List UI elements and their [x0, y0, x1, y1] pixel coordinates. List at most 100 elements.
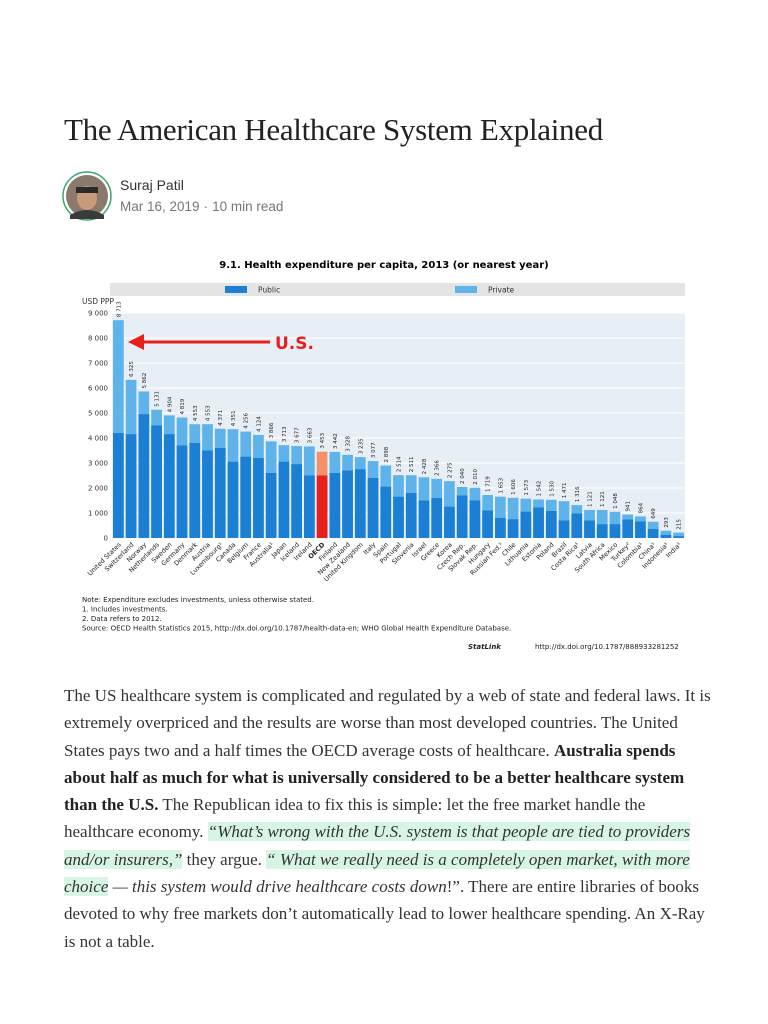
author-avatar[interactable] — [62, 171, 112, 221]
chart-note: 2. Data refers to 2012. — [82, 615, 162, 623]
bar-total — [660, 530, 672, 538]
bar-public — [469, 500, 481, 538]
bar-total — [596, 509, 608, 538]
bar-public — [202, 450, 213, 538]
value-label: 1 121 — [588, 491, 594, 507]
bar-total — [113, 320, 124, 538]
bar-public — [278, 461, 290, 538]
bar-public — [113, 433, 124, 538]
bar-public — [596, 524, 608, 538]
value-label: 1 542 — [537, 481, 543, 497]
value-label: 293 — [664, 517, 670, 528]
value-label: 4 819 — [180, 398, 186, 414]
text-run: they argue. — [182, 849, 267, 869]
value-label: 2 366 — [435, 460, 441, 476]
value-label: 8 713 — [116, 301, 122, 317]
bar-public — [647, 529, 659, 538]
bar-public — [571, 513, 583, 538]
bar-public — [622, 519, 634, 538]
bar-public — [533, 507, 544, 538]
post-date: Mar 16, 2019 — [120, 199, 200, 214]
text-run: — this system would drive healthcare cos… — [108, 877, 447, 897]
text-run: The US healthcare system is complicated … — [64, 686, 711, 760]
y-tick-label: 4 000 — [88, 435, 108, 443]
value-label: 1 471 — [562, 482, 568, 498]
statlink-url[interactable]: http://dx.doi.org/10.1787/888933281252 — [535, 643, 679, 651]
value-label: 4 256 — [244, 412, 250, 428]
y-tick-label: 1 000 — [88, 510, 108, 518]
value-label: 4 553 — [193, 405, 199, 421]
value-label: 3 677 — [295, 427, 301, 443]
author-name[interactable]: Suraj Patil — [120, 177, 184, 193]
value-label: 1 048 — [613, 493, 619, 509]
bar-public — [558, 520, 570, 538]
legend-box — [110, 283, 685, 296]
legend-label: Private — [488, 286, 515, 295]
read-time: 10 min read — [212, 199, 284, 214]
bar-public — [507, 519, 519, 538]
statlink: StatLink — [468, 643, 502, 651]
bar-public — [405, 493, 417, 538]
bar-public — [367, 478, 379, 538]
chart-note: 1. Includes investments. — [82, 606, 168, 614]
bar-public — [265, 473, 277, 538]
bar-public — [291, 464, 302, 538]
bar-public — [482, 510, 493, 538]
y-tick-label: 9 000 — [88, 310, 108, 318]
bar-public — [393, 496, 404, 538]
value-label: 1 316 — [575, 486, 581, 502]
bar-public — [431, 498, 443, 538]
value-label: 2 010 — [473, 469, 479, 485]
value-label: 1 573 — [524, 479, 530, 495]
bar-public — [163, 434, 175, 538]
y-tick-label: 7 000 — [88, 360, 108, 368]
value-label: 2 514 — [397, 456, 403, 472]
bar-public — [609, 524, 621, 538]
y-tick-label: 8 000 — [88, 335, 108, 343]
value-label: 4 124 — [256, 416, 262, 432]
value-label: 1 606 — [511, 479, 517, 495]
y-tick-label: 5 000 — [88, 410, 108, 418]
value-label: 5 131 — [155, 391, 161, 407]
bar-public — [214, 448, 226, 538]
bar-public — [380, 486, 392, 538]
bar-public — [329, 473, 341, 538]
value-label: 2 275 — [447, 462, 453, 478]
value-label: 2 428 — [422, 458, 428, 474]
y-tick-label: 3 000 — [88, 460, 108, 468]
bar-public — [227, 461, 239, 538]
bar-public — [660, 535, 672, 538]
value-label: 1 121 — [600, 491, 606, 507]
value-label: 4 904 — [167, 396, 173, 412]
value-label: 215 — [677, 519, 683, 530]
annotation-arrowhead — [128, 334, 144, 350]
value-label: 3 328 — [346, 436, 352, 452]
value-label: 2 511 — [409, 456, 415, 472]
value-label: 649 — [651, 508, 657, 519]
bar-public — [520, 511, 532, 538]
post-meta: Mar 16, 2019 · 10 min read — [120, 199, 284, 214]
y-tick-label: 0 — [104, 535, 108, 543]
value-label: 6 325 — [129, 361, 135, 377]
bar-public — [253, 458, 264, 538]
legend-swatch — [455, 286, 477, 293]
value-label: 3 866 — [269, 422, 275, 438]
y-tick-label: 2 000 — [88, 485, 108, 493]
bar-public — [240, 456, 252, 538]
bar-public — [316, 475, 328, 538]
value-label: 3 235 — [358, 438, 364, 454]
text-run: Australia spends about half as much for … — [64, 740, 685, 815]
value-label: 5 862 — [142, 373, 148, 389]
bar-public — [495, 518, 506, 538]
value-label: 3 713 — [282, 426, 288, 442]
figure-chart: 9.1. Health expenditure per capita, 2013… — [82, 260, 685, 651]
chart-note: Note: Expenditure excludes investments, … — [82, 596, 314, 604]
article-title: The American Healthcare System Explained — [64, 112, 603, 147]
bar-public — [418, 500, 430, 538]
bar-public — [138, 414, 150, 538]
bar-total — [558, 501, 570, 538]
bar-public — [304, 475, 315, 538]
value-label: 2 040 — [460, 468, 466, 484]
value-label: 4 371 — [218, 410, 224, 426]
bar-public — [151, 425, 162, 538]
